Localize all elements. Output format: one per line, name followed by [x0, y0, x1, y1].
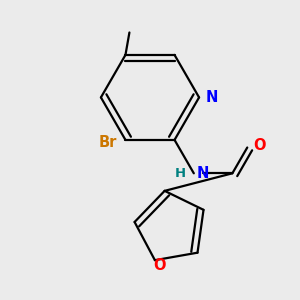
Text: O: O — [254, 138, 266, 153]
Text: O: O — [153, 258, 165, 273]
Text: N: N — [206, 90, 218, 105]
Text: N: N — [196, 166, 209, 181]
Text: Br: Br — [98, 135, 117, 150]
Text: H: H — [175, 167, 186, 180]
